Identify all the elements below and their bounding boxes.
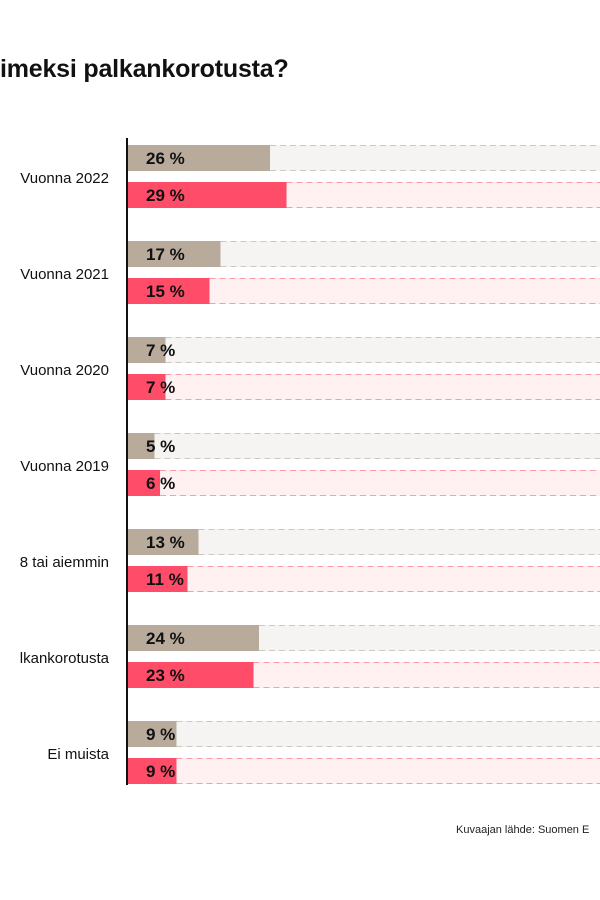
title-area: imeksi palkankorotusta?	[0, 0, 600, 120]
bar-track	[127, 721, 600, 747]
category-label: Vuonna 2019	[20, 458, 109, 475]
data-label: 11 %	[146, 570, 184, 589]
chart-title: imeksi palkankorotusta?	[0, 55, 289, 83]
bar-series1	[127, 241, 221, 267]
bar-track	[127, 758, 600, 784]
bar-series2	[127, 182, 287, 208]
data-label: 23 %	[146, 666, 185, 685]
data-label: 6 %	[146, 474, 175, 493]
bar-series1	[127, 337, 166, 363]
bar-series2	[127, 662, 254, 688]
bar-track	[127, 566, 600, 592]
data-label: 24 %	[146, 629, 185, 648]
bar-series2	[127, 470, 160, 496]
bar-series1	[127, 145, 270, 171]
data-label: 29 %	[146, 186, 185, 205]
bar-track	[127, 470, 600, 496]
bar-series1	[127, 529, 199, 555]
data-label: 9 %	[146, 762, 175, 781]
bar-series1	[127, 625, 259, 651]
category-label: Vuonna 2022	[20, 170, 109, 187]
bar-series2	[127, 374, 166, 400]
bar-chart: 26 % 29 % Vuonna 2022 17 % 15 % Vuonna 2021 7 …	[20, 138, 600, 785]
data-label: 17 %	[146, 245, 185, 264]
data-label: 26 %	[146, 149, 185, 168]
bar-series1	[127, 433, 155, 459]
data-label: 15 %	[146, 282, 185, 301]
category-label: 8 tai aiemmin	[20, 554, 109, 571]
bar-series1	[127, 721, 177, 747]
bar-track	[127, 337, 600, 363]
category-label: Ei muista	[47, 746, 109, 763]
source-area: Kuvaajan lähde: Suomen E	[0, 820, 600, 850]
data-label: 5 %	[146, 437, 175, 456]
bar-series2	[127, 566, 188, 592]
data-label: 13 %	[146, 533, 185, 552]
bar-series2	[127, 278, 210, 304]
bar-track	[127, 374, 600, 400]
data-label: 9 %	[146, 725, 175, 744]
bar-track	[127, 433, 600, 459]
category-label: Vuonna 2020	[20, 362, 109, 379]
bar-track	[127, 529, 600, 555]
data-label: 7 %	[146, 341, 175, 360]
bar-series2	[127, 758, 177, 784]
chart-source: Kuvaajan lähde: Suomen E	[456, 824, 590, 836]
category-label: Vuonna 2021	[20, 266, 109, 283]
data-label: 7 %	[146, 378, 175, 397]
category-label: lkankorotusta	[20, 650, 110, 667]
